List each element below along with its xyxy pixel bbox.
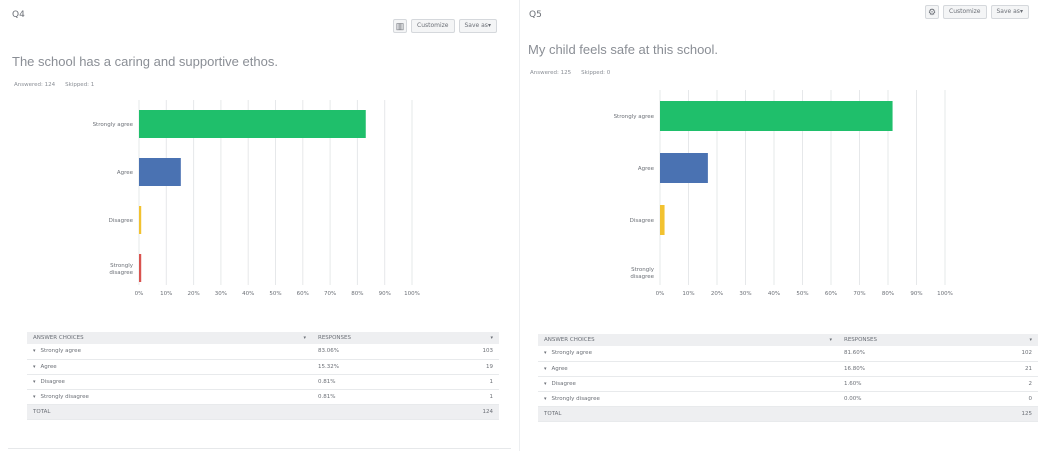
x-tick-label: 100% [937,291,953,297]
x-tick-label: 10% [682,291,694,297]
x-tick-label: 80% [351,291,363,297]
x-tick-label: 40% [242,291,254,297]
category-label: Strongly agree [93,122,134,128]
category-label: Strongly agree [614,114,655,120]
bar-chart: 0% 10% 20% 30% 40% 50% 60% 70% 80% 90% 100% Strongl… [93,100,420,297]
question-number: Q5 [529,10,542,20]
x-tick-label: 50% [796,291,808,297]
customize-button[interactable]: Customize [411,19,455,33]
x-tick-label: 0% [656,291,665,297]
response-meta: Answered: 124 Skipped: 1 [14,82,94,88]
x-tick-label: 100% [404,291,420,297]
results-table: ANSWER CHOICES ▾ RESPONSES ▾ ▾ Strongly agr… [538,334,1038,422]
col-answer-choices[interactable]: ANSWER CHOICES ▾ [538,334,838,346]
table-row: ▾ Agree 15.32% 19 [27,359,499,375]
save-as-button[interactable]: Save as▾ [990,5,1029,19]
expand-icon[interactable]: ▾ [544,350,547,357]
table-row: ▾ Disagree 0.81% 1 [27,374,499,390]
results-table: ANSWER CHOICES ▾ RESPONSES ▾ ▾ Strongly agr… [27,332,499,420]
answered-count: Answered: 124 [14,82,56,88]
table-row: ▾ Disagree 1.60% 2 [538,376,1038,392]
expand-icon[interactable]: ▾ [33,348,36,355]
expand-icon[interactable]: ▾ [544,380,547,387]
bar [139,206,142,234]
customize-button[interactable]: Customize [943,5,987,19]
expand-icon[interactable]: ▾ [544,395,547,402]
question-title: The school has a caring and supportive e… [12,54,278,69]
x-tick-label: 0% [135,291,144,297]
category-label: disagree [630,274,654,280]
x-tick-label: 40% [768,291,780,297]
bar [139,158,181,186]
expand-icon[interactable]: ▾ [33,378,36,385]
expand-icon[interactable]: ▾ [544,365,547,372]
question-number: Q4 [12,10,25,20]
x-tick-label: 30% [739,291,751,297]
x-tick-label: 30% [215,291,227,297]
save-as-button[interactable]: Save as▾ [458,19,497,33]
category-label: Disagree [630,218,655,224]
question-title: My child feels safe at this school. [528,42,719,57]
x-tick-label: 90% [910,291,922,297]
bar-chart: 0% 10% 20% 30% 40% 50% 60% 70% 80% 90% 100% Strongl… [614,90,953,297]
table-total-row: TOTAL 124 [27,404,499,420]
answered-count: Answered: 125 [530,70,572,76]
col-answer-choices[interactable]: ANSWER CHOICES ▾ [27,332,312,344]
response-meta: Answered: 125 Skipped: 0 [530,70,610,76]
skipped-count: Skipped: 0 [581,70,611,76]
category-label: Strongly [110,263,134,269]
question-panel-q5: Q5 ⚙ Customize Save as▾ My child feels s… [521,0,1048,451]
table-total-row: TOTAL 125 [538,406,1038,422]
category-label: Agree [117,170,134,176]
bar [139,110,366,138]
table-row: ▾ Agree 16.80% 21 [538,361,1038,377]
x-tick-label: 20% [711,291,723,297]
category-label: disagree [109,270,133,276]
x-tick-label: 50% [269,291,281,297]
category-label: Agree [638,166,655,172]
expand-icon[interactable]: ▾ [33,393,36,400]
question-toolbar: ⚙ Customize Save as▾ [925,5,1029,19]
category-label: Strongly [631,267,655,273]
expand-icon[interactable]: ▾ [33,363,36,370]
x-tick-label: 20% [187,291,199,297]
x-tick-label: 10% [160,291,172,297]
question-toolbar: ▥ Customize Save as▾ [393,19,497,33]
x-tick-label: 70% [853,291,865,297]
table-row: ▾ Strongly agree 81.60% 102 [538,346,1038,362]
x-tick-label: 60% [297,291,309,297]
bar-chart-icon[interactable]: ▥ [393,19,407,33]
table-row: ▾ Strongly disagree 0.00% 0 [538,391,1038,407]
skipped-count: Skipped: 1 [65,82,95,88]
bar [660,205,665,235]
question-panel-q4: Q4 ▥ Customize Save as▾ The school has a… [0,0,520,451]
table-row: ▾ Strongly agree 83.06% 103 [27,344,499,360]
table-row: ▾ Strongly disagree 0.81% 1 [27,389,499,405]
col-responses[interactable]: RESPONSES ▾ [312,332,499,344]
category-label: Disagree [109,218,134,224]
x-tick-label: 70% [324,291,336,297]
bar [139,254,142,282]
bar [660,101,893,131]
x-tick-label: 60% [825,291,837,297]
gear-icon[interactable]: ⚙ [925,5,939,19]
bar [660,153,708,183]
x-tick-label: 80% [882,291,894,297]
col-responses[interactable]: RESPONSES ▾ [838,334,1038,346]
x-tick-label: 90% [379,291,391,297]
